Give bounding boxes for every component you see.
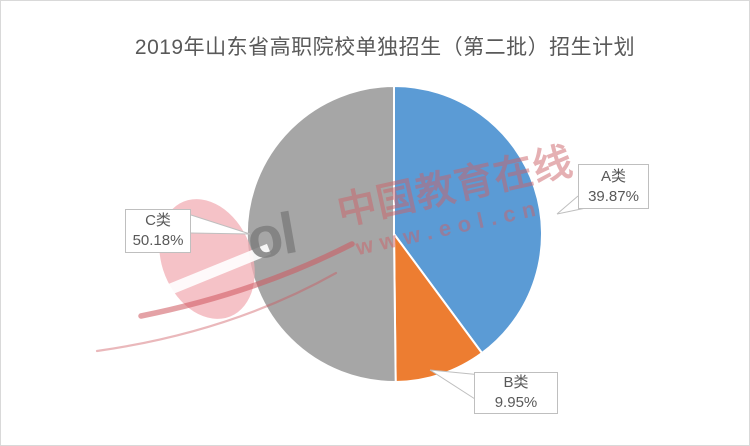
eol-logo-e-cut (153, 243, 272, 301)
data-label-a: A类 39.87% (578, 164, 649, 209)
data-label-c-percent: 50.18% (132, 232, 184, 249)
data-label-c: C类 50.18% (125, 209, 191, 253)
data-label-c-category: C类 (145, 212, 171, 229)
data-label-b-category: B类 (503, 374, 529, 391)
eol-logo-letters: ol (242, 201, 300, 273)
pie-slice-c (245, 85, 397, 384)
eol-swoosh-main (138, 241, 355, 319)
data-label-b-percent: 9.95% (494, 394, 538, 411)
data-label-a-percent: 39.87% (588, 187, 639, 205)
eol-swoosh-thin (95, 271, 338, 353)
data-label-a-category: A类 (600, 167, 626, 185)
chart-title: 2019年山东省高职院校单独招生（第二批）招生计划 (134, 36, 636, 59)
data-label-b: B类 9.95% (474, 372, 558, 414)
pie-slice-a (393, 85, 543, 355)
